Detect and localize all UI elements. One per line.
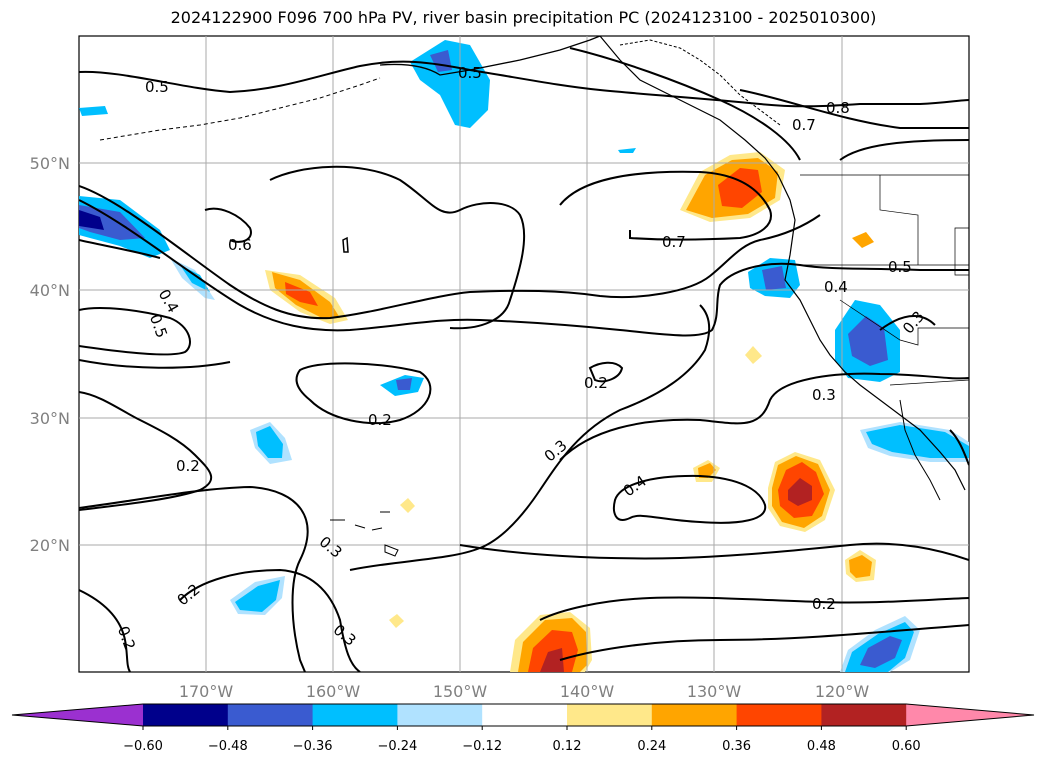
colorbar-segment	[312, 704, 398, 726]
colorbar-segment	[567, 704, 653, 726]
contour-label: 0.4	[824, 278, 848, 296]
colorbar-segment	[651, 704, 738, 726]
lon-label: 170°W	[179, 682, 234, 701]
precip-neg-area	[180, 265, 210, 292]
colorbar-tick-label: 0.60	[892, 739, 921, 754]
lat-label: 50°N	[30, 154, 70, 173]
colorbar-tick-label: 0.24	[637, 739, 666, 754]
colorbar-extend-high	[906, 704, 1034, 726]
precip-neg-area	[235, 580, 280, 612]
precip-pos-light	[389, 614, 404, 628]
precip-neg-area	[256, 426, 283, 458]
lon-label: 150°W	[433, 682, 488, 701]
precip-pos-area	[852, 232, 874, 248]
precip-neg-core	[79, 210, 104, 230]
precip-neg-core	[396, 378, 412, 390]
precip-pos-light	[745, 346, 762, 364]
pv-contours	[79, 47, 969, 672]
precip-neg-area	[618, 148, 636, 153]
precip-neg-area	[866, 425, 969, 458]
colorbar-segment	[821, 704, 907, 726]
precip-pos-area	[849, 555, 872, 578]
lon-label: 160°W	[306, 682, 361, 701]
contour-label: 0.6	[228, 236, 252, 254]
latitude-labels: 50°N 40°N 30°N 20°N	[30, 154, 70, 555]
coastlines	[99, 36, 966, 557]
colorbar-segment	[397, 704, 483, 726]
lon-label: 130°W	[687, 682, 742, 701]
colorbar-tick-label: 0.48	[807, 739, 836, 754]
contour-label: 0.7	[792, 116, 816, 134]
lat-label: 40°N	[30, 281, 70, 300]
colorbar-tick-label: −0.60	[123, 739, 163, 754]
contour-label: 0.5	[145, 78, 169, 96]
colorbar-tick-label: −0.24	[377, 739, 417, 754]
precip-pos-max	[540, 648, 564, 672]
lon-label: 120°W	[815, 682, 870, 701]
colorbar: −0.60 −0.48 −0.36 −0.24 −0.12 0.12 0.24 0.36 0.4…	[11, 703, 1035, 754]
colorbar-extend-low	[12, 704, 143, 726]
precip-pos-max	[788, 478, 812, 506]
contour-label: 0.2	[812, 595, 836, 613]
precip-pos-core	[718, 168, 762, 208]
precip-neg-area	[410, 40, 490, 128]
graticule	[79, 36, 969, 672]
precip-pos-area	[698, 463, 716, 478]
political-borders	[800, 174, 969, 386]
colorbar-tick-label: −0.48	[208, 739, 248, 754]
colorbar-segment	[736, 704, 822, 726]
pv-contour-small	[342, 236, 349, 253]
map-title: 2024122900 F096 700 hPa PV, river basin …	[170, 8, 877, 27]
precip-pos-core	[285, 282, 318, 306]
lat-label: 20°N	[30, 536, 70, 555]
precip-pos-light	[400, 498, 415, 513]
colorbar-tick-label: −0.36	[293, 739, 333, 754]
contour-label: 0.8	[826, 99, 850, 117]
precip-neg-area	[79, 106, 108, 116]
map-frame	[78, 35, 970, 673]
contour-label: 0.2	[368, 411, 392, 429]
longitude-labels: 170°W 160°W 150°W 140°W 130°W 120°W	[179, 682, 870, 701]
lat-label: 30°N	[30, 409, 70, 428]
precip-neg-core	[860, 636, 902, 668]
colorbar-tick-label: 0.36	[722, 739, 751, 754]
contour-label: 0.2	[176, 457, 200, 475]
colorbar-tick-label: 0.12	[553, 739, 582, 754]
colorbar-tick-label: −0.12	[462, 739, 502, 754]
colorbar-segment	[482, 704, 568, 726]
contour-label: 0.7	[662, 233, 686, 251]
precip-neg-core	[79, 205, 145, 240]
contour-label: 0.3	[812, 386, 836, 404]
precip-neg-core	[762, 266, 786, 290]
colorbar-segment	[143, 704, 229, 726]
colorbar-segment	[227, 704, 314, 726]
contour-label: 0.2	[584, 374, 608, 392]
contour-label: 0.5	[888, 258, 912, 276]
contour-label: 0.5	[458, 64, 482, 82]
precip-neg-core	[848, 316, 888, 366]
lon-label: 140°W	[560, 682, 615, 701]
